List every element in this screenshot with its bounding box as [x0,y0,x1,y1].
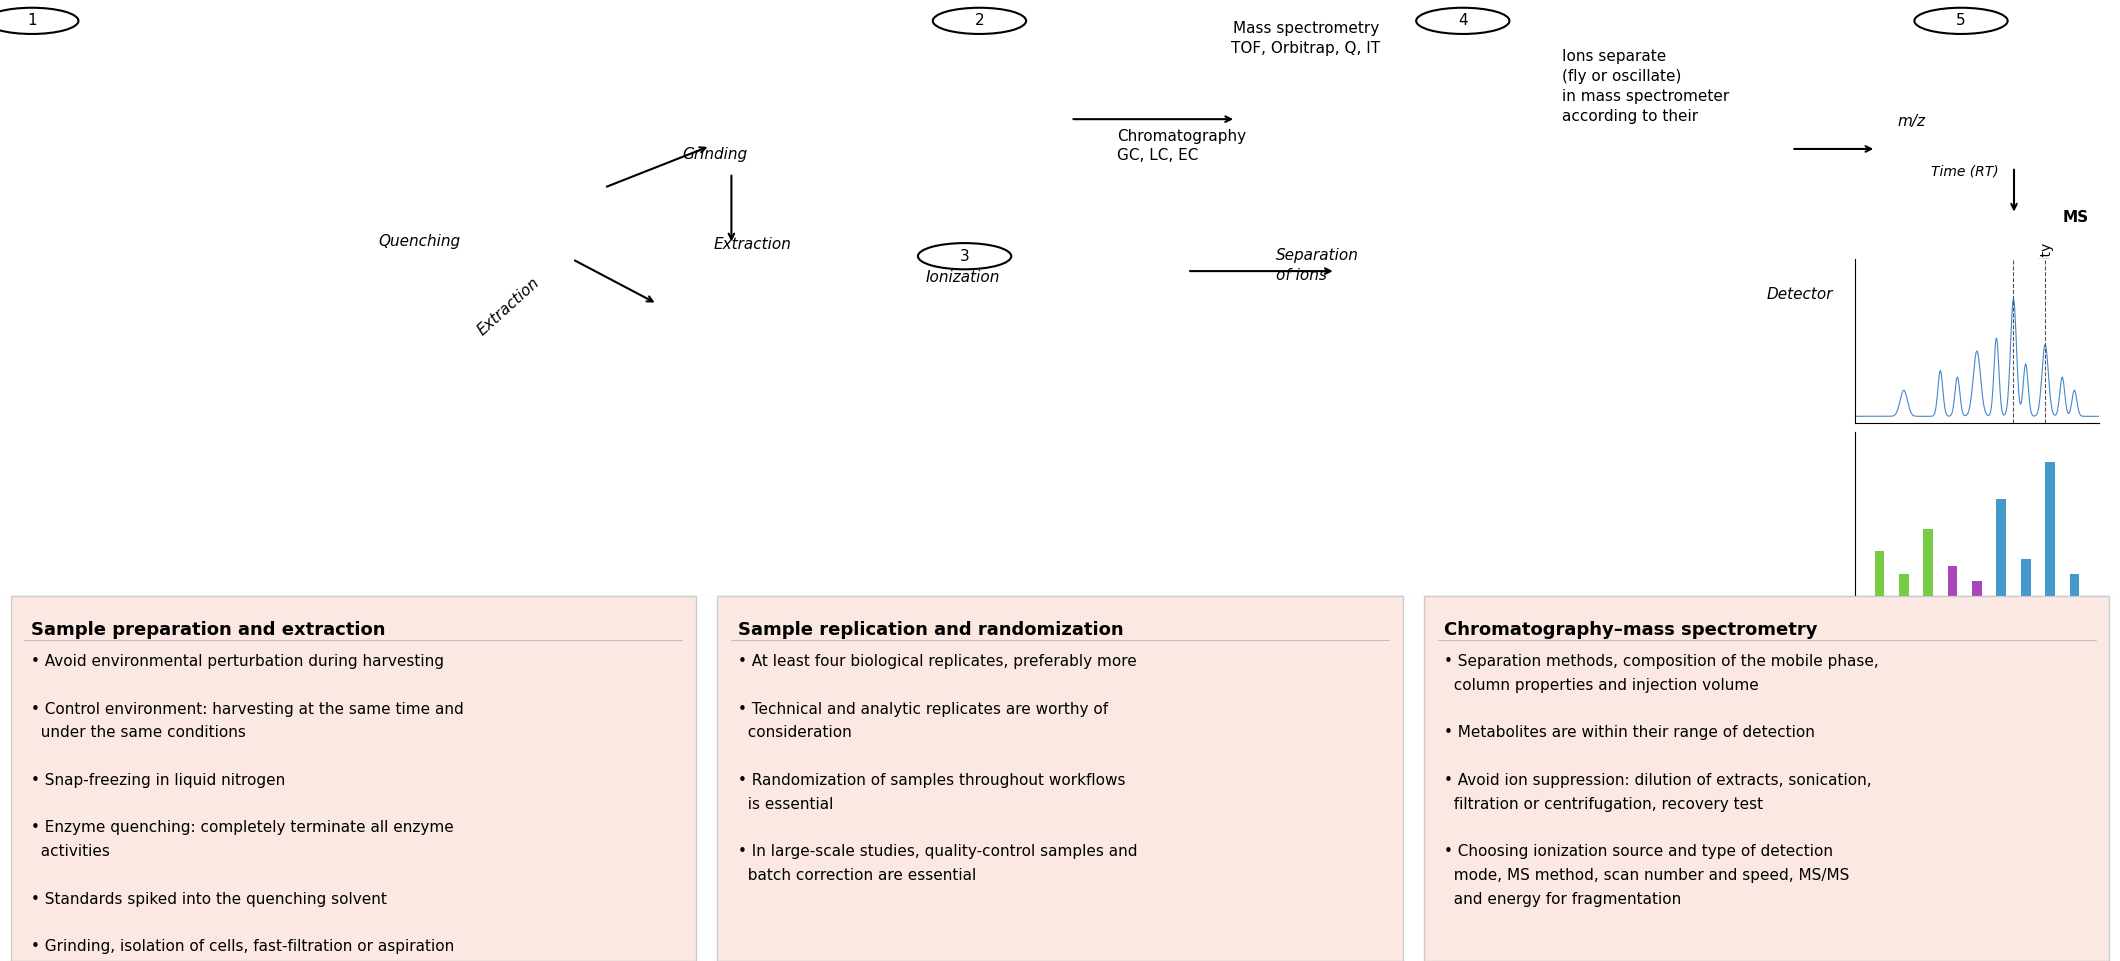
Text: • In large-scale studies, quality-control samples and: • In large-scale studies, quality-contro… [738,844,1136,859]
Text: Chromatography–mass spectrometry: Chromatography–mass spectrometry [1444,622,1819,639]
Text: • Grinding, isolation of cells, fast-filtration or aspiration: • Grinding, isolation of cells, fast-fil… [32,939,454,954]
Bar [1972,581,1982,596]
Text: Grinding: Grinding [683,147,746,162]
Bar [2069,574,2080,596]
Text: mode, MS method, scan number and speed, MS/MS: mode, MS method, scan number and speed, … [1444,868,1851,883]
Text: column properties and injection volume: column properties and injection volume [1444,678,1760,693]
Text: Extraction: Extraction [475,275,543,338]
Circle shape [918,243,1011,269]
Text: m/z: m/z [2008,315,2033,329]
Text: m/z: m/z [1897,114,1925,129]
Bar [2046,462,2054,596]
Bar [1874,552,1885,596]
Circle shape [1416,8,1509,34]
Text: • Avoid ion suppression: dilution of extracts, sonication,: • Avoid ion suppression: dilution of ext… [1444,773,1872,788]
Circle shape [0,8,78,34]
FancyBboxPatch shape [11,596,695,961]
Text: Chromatography
GC, LC, EC: Chromatography GC, LC, EC [1117,129,1247,163]
Text: Time (RT): Time (RT) [1931,164,1999,179]
Text: • Separation methods, composition of the mobile phase,: • Separation methods, composition of the… [1444,654,1878,669]
Text: Separation
of ions: Separation of ions [1276,248,1359,283]
Text: • Avoid environmental perturbation during harvesting: • Avoid environmental perturbation durin… [32,654,445,669]
FancyBboxPatch shape [1425,596,2109,961]
Text: • Control environment: harvesting at the same time and: • Control environment: harvesting at the… [32,702,464,717]
Text: 4: 4 [1459,13,1467,29]
Bar [1923,529,1933,596]
Text: • Snap-freezing in liquid nitrogen: • Snap-freezing in liquid nitrogen [32,773,286,788]
Text: Mass spectrometry
TOF, Orbitrap, Q, IT: Mass spectrometry TOF, Orbitrap, Q, IT [1232,21,1380,56]
Bar [1997,500,2006,596]
Text: • At least four biological replicates, preferably more: • At least four biological replicates, p… [738,654,1136,669]
Text: Sample replication and randomization: Sample replication and randomization [738,622,1124,639]
Text: under the same conditions: under the same conditions [32,726,246,741]
Text: consideration: consideration [738,726,852,741]
Text: Detector: Detector [1766,287,1834,303]
Bar [1948,566,1957,596]
Text: 1: 1 [28,13,36,29]
Text: activities: activities [32,844,110,859]
Text: Ions separate
(fly or oscillate)
in mass spectrometer
according to their: Ions separate (fly or oscillate) in mass… [1562,49,1730,124]
Text: • Enzyme quenching: completely terminate all enzyme: • Enzyme quenching: completely terminate… [32,821,454,835]
Text: Quenching: Quenching [379,234,460,249]
Text: Sample preparation and extraction: Sample preparation and extraction [32,622,386,639]
Text: MS: MS [2063,209,2088,225]
Text: 3: 3 [960,249,969,263]
Text: filtration or centrifugation, recovery test: filtration or centrifugation, recovery t… [1444,797,1764,812]
Text: batch correction are essential: batch correction are essential [738,868,975,883]
Text: • Choosing ionization source and type of detection: • Choosing ionization source and type of… [1444,844,1834,859]
Text: • Technical and analytic replicates are worthy of: • Technical and analytic replicates are … [738,702,1109,717]
Text: • Standards spiked into the quenching solvent: • Standards spiked into the quenching so… [32,892,388,906]
Text: and energy for fragmentation: and energy for fragmentation [1444,892,1681,906]
Bar [2020,558,2031,596]
Text: Extraction: Extraction [714,236,791,252]
Text: 5: 5 [1957,13,1965,29]
FancyBboxPatch shape [717,596,1403,961]
Circle shape [1914,8,2008,34]
Text: • Metabolites are within their range of detection: • Metabolites are within their range of … [1444,726,1815,741]
Text: is essential: is essential [738,797,833,812]
Circle shape [933,8,1026,34]
Text: Ionization: Ionization [924,269,1001,284]
Text: 2: 2 [975,13,984,29]
Bar [1900,574,1908,596]
Text: Intensity: Intensity [2039,241,2052,301]
Text: • Randomization of samples throughout workflows: • Randomization of samples throughout wo… [738,773,1126,788]
